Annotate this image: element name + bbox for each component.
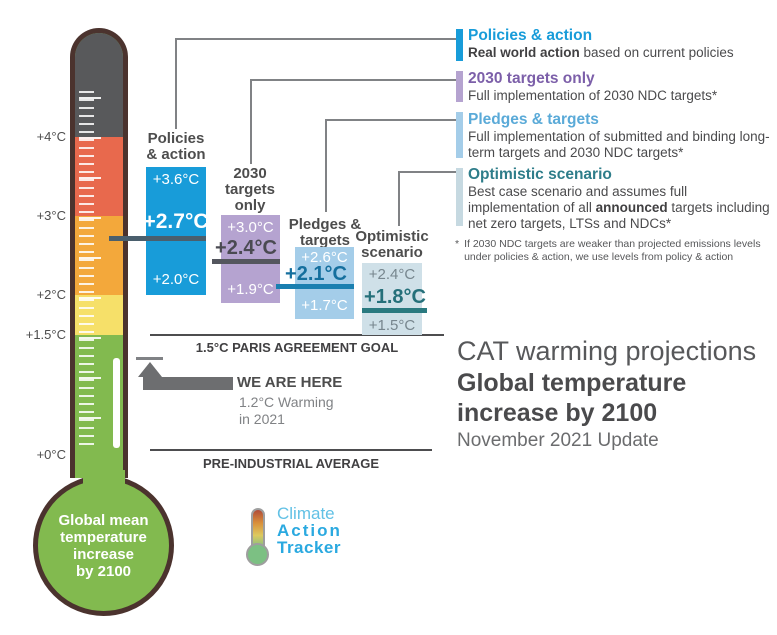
bar-pledges-low: +1.7°C — [301, 297, 348, 314]
connector-2030-h — [250, 79, 456, 81]
bar-pledges-midline — [276, 284, 354, 289]
bar-label-policies: Policies & action — [146, 130, 206, 163]
bulb-label: Global mean temperature increase by 2100 — [58, 511, 149, 580]
legend-body-2030: Full implementation of 2030 NDC targets* — [468, 88, 718, 103]
bar-policies-midline — [109, 236, 206, 241]
bar-policies-low: +2.0°C — [152, 271, 200, 288]
thermometer-ticks-major — [79, 97, 101, 425]
we-are-here-arrow-shaft — [143, 377, 233, 390]
legend-heading-policies: Policies & action — [468, 27, 593, 44]
current-warming-label: 1.2°C Warming in 2021 — [239, 394, 334, 427]
bar-optimistic-midline — [362, 308, 427, 313]
connector-policies-v — [175, 38, 177, 129]
legend-body-optimistic-post: targets including net zero targets, LTSs… — [468, 200, 770, 231]
legend-body-optimistic-bold: announced — [595, 200, 668, 215]
legend-body-optimistic: Best case scenario and assumes full impl… — [468, 184, 770, 232]
bar-2030-low: +1.9°C — [227, 281, 274, 298]
scale-label-4c: +4°C — [36, 129, 66, 144]
legend-heading-2030: 2030 targets only — [468, 70, 595, 87]
scale-label-0c: +0°C — [36, 447, 66, 462]
bar-pledges-high: +2.6°C — [301, 249, 348, 266]
connector-policies-h — [175, 38, 456, 40]
thermometer-neck — [83, 470, 125, 487]
connector-optimistic-h — [398, 171, 456, 173]
bar-optimistic-high: +2.4°C — [368, 266, 416, 283]
current-warming-level-dash — [136, 357, 163, 360]
bar-pledges-targets — [295, 247, 354, 319]
paris-goal-line — [150, 334, 444, 336]
we-are-here-label: WE ARE HERE — [237, 374, 343, 391]
scale-label-3c: +3°C — [36, 208, 66, 223]
paris-goal-label: 1.5°C PARIS AGREEMENT GOAL — [195, 340, 399, 355]
connector-2030-v — [250, 79, 252, 164]
legend-swatch-policies — [456, 29, 463, 61]
legend-swatch-pledges — [456, 112, 463, 158]
connector-pledges-v — [325, 119, 327, 212]
bar-label-optimistic: Optimistic scenario — [355, 228, 429, 261]
bar-2030-midline — [212, 259, 280, 264]
bar-optimistic-low: +1.5°C — [368, 317, 416, 334]
legend-heading-pledges: Pledges & targets — [468, 111, 599, 128]
connector-optimistic-v — [398, 171, 400, 226]
footnote-asterisk: * — [455, 238, 460, 250]
footnote: * If 2030 NDC targets are weaker than pr… — [455, 238, 767, 264]
scale-label-2c: +2°C — [36, 287, 66, 302]
we-are-here-arrow-icon — [138, 362, 162, 377]
logo-thermometer-icon — [251, 508, 265, 548]
legend-swatch-optimistic — [456, 168, 463, 226]
page-subtitle: Global temperature increase by 2100 — [457, 369, 687, 427]
scale-label-1p5c: +1.5°C — [25, 327, 66, 342]
bar-optimistic-scenario — [362, 263, 422, 335]
bar-label-2030: 2030 targets only — [224, 165, 276, 214]
bar-optimistic-mid: +1.8°C — [364, 286, 426, 308]
thermometer-mercury-gap — [113, 358, 120, 448]
legend-swatch-2030 — [456, 71, 463, 102]
legend-body-optimistic-pre: Best case scenario and assumes full impl… — [468, 184, 688, 215]
legend-body-pledges: Full implementation of submitted and bin… — [468, 129, 770, 160]
logo-word-tracker: Tracker — [277, 538, 341, 557]
bar-2030-high: +3.0°C — [227, 219, 274, 236]
footnote-text: If 2030 NDC targets are weaker than proj… — [464, 238, 761, 263]
bar-pledges-mid: +2.1°C — [285, 263, 347, 285]
logo-thermometer-bulb-icon — [246, 543, 269, 566]
bar-policies-high: +3.6°C — [152, 171, 200, 188]
thermometer-tube — [70, 28, 128, 478]
legend-heading-optimistic: Optimistic scenario — [468, 166, 612, 183]
pre-industrial-line — [150, 449, 432, 451]
bar-2030-mid: +2.4°C — [215, 237, 277, 259]
connector-pledges-h — [325, 119, 456, 121]
logo-word-climate: Climate — [277, 504, 335, 523]
page-title: CAT warming projections — [457, 336, 757, 366]
update-label: November 2021 Update — [457, 430, 659, 451]
bar-label-pledges: Pledges & targets — [288, 216, 362, 249]
logo-word-action: Action — [277, 521, 342, 540]
legend-body-policies-bold: Real world action — [468, 45, 580, 60]
bar-policies-mid: +2.7°C — [143, 210, 209, 233]
bar-policies-action — [146, 167, 206, 295]
legend-body-policies-rest: based on current policies — [579, 45, 734, 60]
legend-body-policies: Real world action based on current polic… — [468, 45, 770, 61]
thermometer-bulb: Global mean temperature increase by 2100 — [33, 475, 174, 616]
pre-industrial-label: PRE-INDUSTRIAL AVERAGE — [203, 456, 379, 471]
